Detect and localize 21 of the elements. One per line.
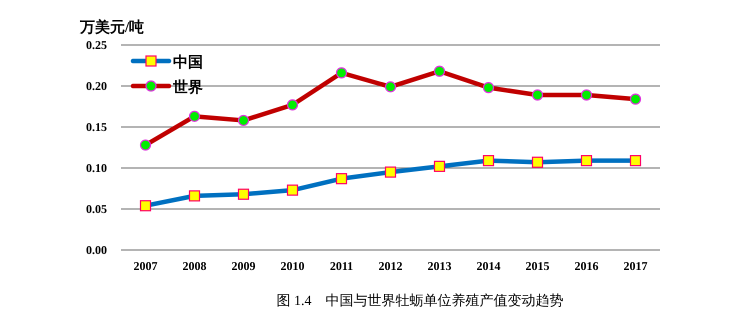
x-tick-label: 2009 [232,259,256,273]
x-tick-label: 2017 [624,259,648,273]
x-tick-label: 2016 [574,259,598,273]
x-tick-label: 2013 [428,259,452,273]
text: 图 1.4 中国与世界牡蛎单位养殖产值变动趋势 [276,293,564,309]
x-tick-label: 2015 [526,259,550,273]
x-tick-label: 2007 [134,259,158,273]
x-tick-label: 2010 [280,259,304,273]
y-tick-label: 0.05 [86,202,107,216]
x-tick-label: 2014 [476,259,500,273]
legend-label: 世界 [172,79,203,96]
x-tick-label: 2011 [330,259,354,273]
x-tick-label: 2012 [378,259,402,273]
legend-label: 中国 [173,54,203,71]
y-tick-label: 0.00 [86,243,107,257]
y-tick-label: 0.15 [86,120,107,134]
x-tick-label: 2008 [182,259,206,273]
y-tick-label: 0.10 [86,161,107,175]
y-axis-title: 万美元/吨 [79,18,144,36]
y-tick-label: 0.20 [86,79,107,93]
y-tick-label: 0.25 [86,38,107,52]
